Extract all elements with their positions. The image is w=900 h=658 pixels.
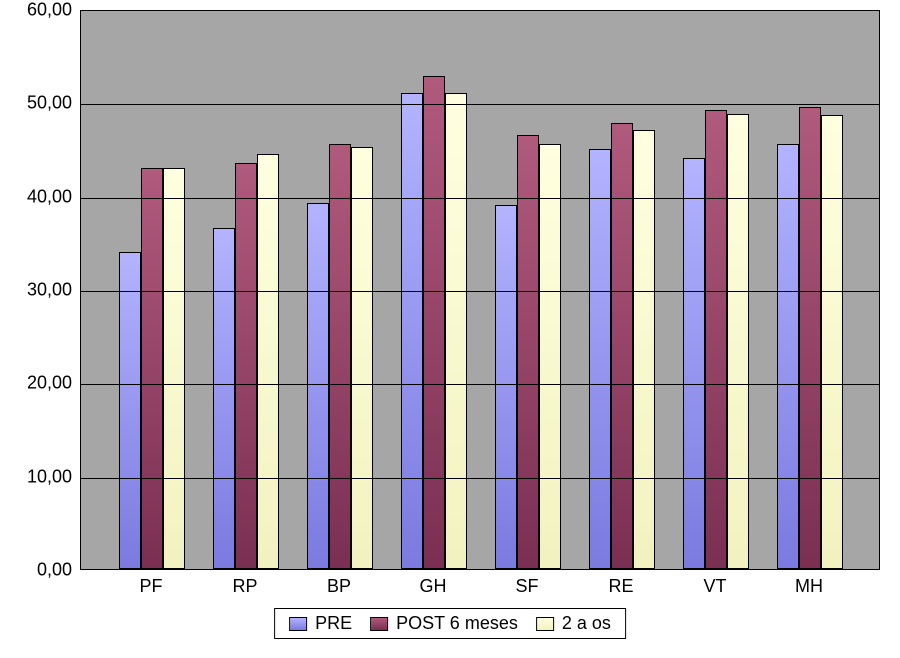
x-category-label: VT [703, 576, 726, 597]
y-tick-label: 50,00 [2, 93, 72, 114]
bar [119, 252, 141, 569]
bar [799, 107, 821, 569]
y-tick-label: 60,00 [2, 0, 72, 21]
legend-item: PRE [289, 613, 352, 634]
y-tick-label: 10,00 [2, 466, 72, 487]
legend-item: 2 a os [536, 613, 611, 634]
legend-swatch [536, 617, 554, 631]
bar [539, 144, 561, 569]
x-category-label: PF [139, 576, 162, 597]
bar [257, 154, 279, 569]
legend-label: POST 6 meses [396, 613, 518, 634]
bar [705, 110, 727, 569]
bar [401, 93, 423, 569]
gridline [81, 384, 879, 385]
bar [329, 144, 351, 569]
legend-item: POST 6 meses [370, 613, 518, 634]
bar [351, 147, 373, 569]
bar [445, 93, 467, 569]
bar-chart: PRE POST 6 meses 2 a os 0,00 10,00 20,00 30,0… [0, 0, 900, 658]
bar [821, 115, 843, 569]
bar [495, 205, 517, 569]
bar [727, 114, 749, 569]
bar [611, 123, 633, 569]
x-category-label: RP [232, 576, 257, 597]
bar [307, 203, 329, 569]
bar [163, 168, 185, 569]
bar [423, 76, 445, 569]
gridline [81, 104, 879, 105]
plot-area [80, 10, 880, 570]
legend-label: PRE [315, 613, 352, 634]
bar [683, 158, 705, 569]
x-category-label: MH [795, 576, 823, 597]
bar [517, 135, 539, 569]
y-tick-label: 0,00 [2, 560, 72, 581]
x-category-label: GH [420, 576, 447, 597]
x-category-label: SF [515, 576, 538, 597]
bar [235, 163, 257, 569]
gridline [81, 291, 879, 292]
gridline [81, 478, 879, 479]
bar [213, 228, 235, 569]
legend: PRE POST 6 meses 2 a os [274, 608, 626, 639]
y-tick-label: 20,00 [2, 373, 72, 394]
gridline [81, 198, 879, 199]
y-tick-label: 30,00 [2, 280, 72, 301]
legend-swatch [370, 617, 388, 631]
y-tick-label: 40,00 [2, 186, 72, 207]
legend-swatch [289, 617, 307, 631]
bars-layer [81, 11, 879, 569]
bar [777, 144, 799, 569]
bar [141, 168, 163, 569]
bar [633, 130, 655, 569]
bar [589, 149, 611, 569]
legend-label: 2 a os [562, 613, 611, 634]
x-category-label: RE [608, 576, 633, 597]
x-category-label: BP [327, 576, 351, 597]
